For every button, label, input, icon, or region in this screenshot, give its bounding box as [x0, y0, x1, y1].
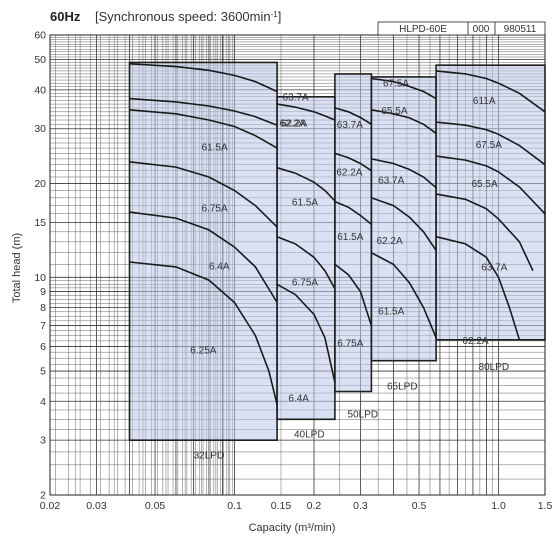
curve-label-50lpd: 6.75A: [337, 338, 363, 349]
model-label-32lpd: 32LPD: [194, 450, 225, 461]
curve-label-50lpd: 63.7A: [337, 120, 363, 131]
chart-speed-title: [Synchronous speed: 3600min-1]: [95, 9, 281, 24]
y-tick-label: 2: [40, 490, 46, 502]
curve-label-32lpd: 62.2A: [279, 119, 305, 130]
curve-32lpd-6-4a: [129, 211, 278, 303]
curve-40lpd-6-75a: [276, 235, 336, 289]
x-tick-label: 0.15: [271, 500, 292, 512]
model-label-40lpd: 40LPD: [294, 430, 325, 441]
curve-label-80lpd: 611A: [473, 96, 496, 107]
curve-label-65lpd: 65.5A: [381, 106, 407, 117]
model-code-box: HLPD-60E 000 980511: [377, 21, 546, 36]
y-tick-label: 15: [34, 217, 46, 229]
curve-80lpd-62-2a: [435, 235, 521, 341]
curve-65lpd-65-5a: [371, 109, 437, 134]
curve-32lpd-61-5a: [129, 109, 278, 149]
model-label-50lpd: 50LPD: [348, 410, 379, 421]
model-label-80lpd: 80LPD: [479, 362, 510, 373]
y-tick-label: 3: [40, 435, 46, 447]
y-tick-label: 60: [34, 30, 46, 42]
y-tick-label: 30: [34, 123, 46, 135]
region-50lpd: [334, 73, 373, 393]
curve-label-50lpd: 61.5A: [337, 232, 363, 243]
x-tick-label: 0.05: [145, 500, 166, 512]
y-tick-label: 50: [34, 54, 46, 66]
y-tick-label: 9: [40, 286, 46, 298]
curve-label-40lpd: 61.5A: [292, 198, 318, 209]
curve-32lpd-62-2a: [129, 97, 278, 126]
x-axis-label: Capacity (m³/min): [249, 522, 336, 534]
curve-80lpd-63-7a: [435, 193, 534, 272]
curve-80lpd-67-5a: [436, 121, 546, 166]
speed-exponent: -1: [271, 10, 279, 19]
curve-40lpd-62-2a: [276, 103, 336, 121]
y-axis-label: Total head (m): [11, 233, 23, 303]
y-tick-label: 6: [40, 341, 46, 353]
y-tick-label: 5: [40, 366, 46, 378]
x-tick-label: 0.3: [353, 500, 368, 512]
curve-label-32lpd: 61.5A: [202, 143, 228, 154]
curve-40lpd-6-4a: [276, 283, 336, 383]
speed-close: ]: [278, 9, 282, 24]
curve-50lpd-61-5a: [334, 200, 372, 225]
y-tick-label: 4: [40, 396, 46, 408]
x-tick-label: 0.03: [86, 500, 107, 512]
curve-label-40lpd: 6.4A: [288, 393, 309, 404]
curve-label-80lpd: 62.2A: [462, 336, 488, 347]
curve-label-65lpd: 62.2A: [377, 236, 403, 247]
model-code-1: 000: [473, 24, 490, 35]
curve-label-50lpd: 62.2A: [336, 168, 362, 179]
curve-65lpd-63-7a: [371, 158, 437, 189]
curve-80lpd-611a: [436, 70, 546, 113]
x-tick-label: 0.2: [307, 500, 322, 512]
curve-label-32lpd: 6.25A: [190, 345, 216, 356]
curve-65lpd-61-5a: [371, 251, 437, 339]
curve-80lpd-65-5a: [435, 155, 546, 215]
y-tick-label: 40: [34, 84, 46, 96]
curve-label-40lpd: 62.2A: [281, 119, 307, 130]
axis-ticks: 0.02 0.03 0.05 0.1 0.15 0.2 0.3 0.5 1.0 1.5234567…: [34, 30, 552, 513]
curve-label-40lpd: 6.75A: [292, 278, 318, 289]
region-32lpd: [128, 61, 278, 442]
curve-label-65lpd: 67.5A: [383, 78, 409, 89]
model-code: HLPD-60E: [399, 24, 447, 35]
performance-curves: [129, 63, 546, 405]
x-tick-label: 0.02: [40, 500, 61, 512]
region-65lpd: [370, 76, 437, 362]
y-tick-label: 20: [34, 178, 46, 190]
y-tick-label: 8: [40, 302, 46, 314]
curve-50lpd-62-2a: [334, 152, 372, 172]
y-tick-label: 7: [40, 320, 46, 332]
model-code-2: 980511: [504, 24, 537, 35]
curve-50lpd-6-75a: [334, 263, 373, 326]
speed-text: [Synchronous speed: 3600min: [95, 9, 271, 24]
curve-label-65lpd: 63.7A: [378, 176, 404, 187]
curve-label-80lpd: 65.5A: [471, 179, 497, 190]
x-tick-label: 1.5: [538, 500, 553, 512]
curve-labels: 6.25A 6.4A 6.75A 61.5A 62.2A 63.7A 32LPD 6.4A 6.…: [190, 78, 509, 461]
x-tick-label: 0.1: [227, 500, 242, 512]
model-label-65lpd: 65LPD: [387, 381, 418, 392]
curve-label-32lpd: 63.7A: [283, 92, 309, 103]
curve-label-32lpd: 6.4A: [209, 261, 230, 272]
curve-label-80lpd: 63.7A: [481, 263, 507, 274]
curve-32lpd-6-25a: [129, 261, 278, 405]
curve-label-80lpd: 67.5A: [476, 140, 502, 151]
curve-50lpd-63-7a: [334, 107, 372, 125]
curve-32lpd-6-75a: [129, 161, 278, 228]
curve-65lpd-67-5a: [371, 77, 437, 100]
curve-label-32lpd: 6.75A: [202, 203, 228, 214]
x-tick-label: 0.5: [412, 500, 427, 512]
region-40lpd: [276, 96, 336, 421]
curve-65lpd-62-2a: [371, 197, 437, 251]
curve-label-65lpd: 61.5A: [378, 306, 404, 317]
chart-frequency: 60Hz: [50, 9, 81, 24]
y-tick-label: 10: [34, 272, 46, 284]
curve-32lpd-63-7a: [129, 63, 278, 93]
curve-40lpd-61-5a: [276, 166, 336, 202]
model-regions: [128, 61, 546, 442]
x-tick-label: 1.0: [491, 500, 506, 512]
